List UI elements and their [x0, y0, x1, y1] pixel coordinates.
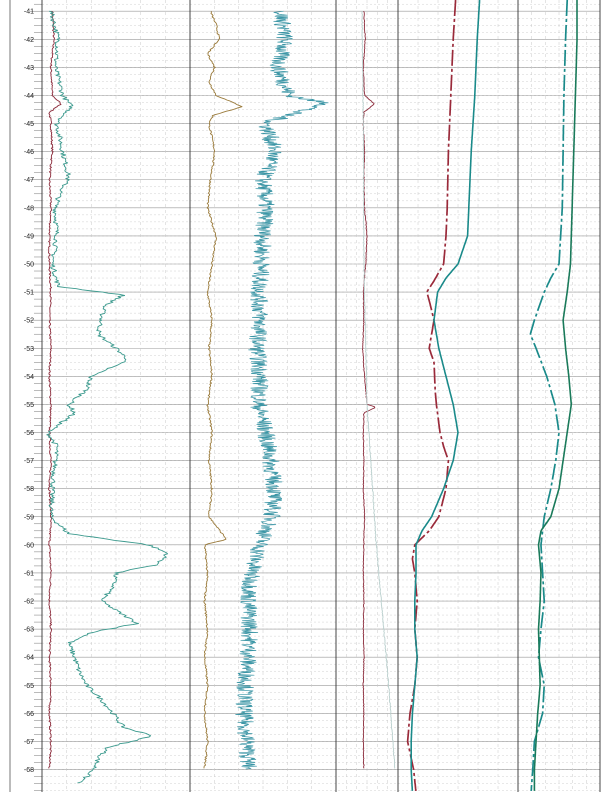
curve-track1-2: [46, 10, 169, 784]
depth-tick-label: -49: [24, 233, 34, 240]
curve-track1-1: [48, 10, 62, 769]
curve-track4-2: [410, 0, 481, 791]
depth-tick-label: -53: [24, 346, 34, 353]
depth-tick-label: -57: [24, 458, 34, 465]
depth-tick-label: -64: [24, 655, 34, 662]
depth-tick-label: -41: [24, 9, 34, 16]
depth-tick-label: -52: [24, 318, 34, 325]
curve-track5-1: [529, 0, 569, 791]
depth-tick-label: -55: [24, 402, 34, 409]
depth-tick-label: -43: [24, 65, 34, 72]
depth-tick-label: -48: [24, 205, 34, 212]
depth-tick-label: -63: [24, 627, 34, 634]
depth-tick-label: -68: [24, 767, 34, 774]
depth-tick-label: -51: [24, 290, 34, 297]
curve-track3-1: [361, 10, 376, 769]
depth-tick-label: -65: [24, 683, 34, 690]
depth-tick-label: -67: [24, 739, 34, 746]
grid-layer: [9, 0, 601, 792]
depth-tick-label: -50: [24, 262, 34, 269]
depth-tick-label: -46: [24, 149, 34, 156]
depth-tick-label: -58: [24, 486, 34, 493]
depth-tick-label: -42: [24, 37, 34, 44]
depth-tick-label: -61: [24, 570, 34, 577]
curve-track2-2: [235, 10, 329, 770]
depth-tick-label: -66: [24, 711, 34, 718]
depth-labels-layer: -41 -42 -43 -44 -45 -46 -47 -48 -49 -50 -51 -52 -53 -…: [24, 9, 34, 774]
curves-layer: [46, 0, 578, 791]
curve-track2-1: [203, 11, 243, 769]
depth-tick-label: -44: [24, 93, 34, 100]
depth-tick-label: -56: [24, 430, 34, 437]
depth-tick-label: -59: [24, 514, 34, 521]
depth-tick-label: -45: [24, 121, 34, 128]
plot-background: [10, 0, 600, 792]
depth-tick-label: -47: [24, 177, 34, 184]
depth-tick-label: -54: [24, 374, 34, 381]
curve-track5-2: [533, 0, 578, 791]
depth-tick-label: -62: [24, 599, 34, 606]
curve-track3-2: [361, 11, 396, 769]
depth-tick-label: -60: [24, 542, 34, 549]
